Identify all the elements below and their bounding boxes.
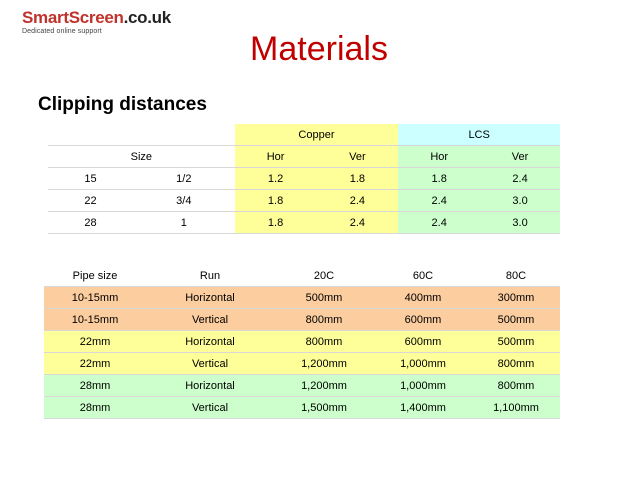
sub-header-row: Size Hor Ver Hor Ver [48, 145, 560, 168]
cell-size-mm: 22 [84, 194, 97, 207]
header-80c: 80C [472, 265, 560, 287]
cell-size-inch: 1/2 [176, 172, 192, 185]
cell-80c: 800mm [472, 352, 560, 375]
cell-20c: 500mm [274, 286, 374, 309]
cell-80c: 500mm [472, 330, 560, 353]
table-row: 28 1 1.8 2.4 2.4 3.0 [48, 211, 560, 234]
page-title: Materials [250, 30, 388, 68]
header-run: Run [146, 265, 274, 287]
cell-pipe-size: 10-15mm [44, 308, 146, 331]
group-header-lcs: LCS [398, 124, 560, 146]
table-row: 10-15mm Vertical 800mm 600mm 500mm [44, 308, 560, 331]
header-pipe-size: Pipe size [44, 265, 146, 287]
table-row: 22mm Horizontal 800mm 600mm 500mm [44, 330, 560, 353]
cell-60c: 1,000mm [374, 352, 472, 375]
cell-copper-hor: 1.8 [234, 189, 317, 212]
table-row: 28mm Vertical 1,500mm 1,400mm 1,100mm [44, 396, 560, 419]
cell-lcs-hor: 2.4 [398, 189, 481, 212]
table-row: 22mm Vertical 1,200mm 1,000mm 800mm [44, 352, 560, 375]
cell-run: Horizontal [146, 374, 274, 397]
cell-run: Vertical [146, 352, 274, 375]
cell-size-inch: 3/4 [176, 194, 192, 207]
cell-60c: 600mm [374, 330, 472, 353]
cell-lcs-ver: 2.4 [480, 167, 560, 190]
blank-header-cell [48, 124, 235, 146]
clipping-distances-table: Copper LCS Size Hor Ver Hor Ver 15 1/2 1… [48, 124, 560, 234]
group-header-row: Copper LCS [48, 124, 560, 146]
cell-size-mm: 15 [84, 172, 97, 185]
cell-pipe-size: 22mm [44, 330, 146, 353]
header-copper-ver: Ver [316, 145, 399, 168]
table-row: 22 3/4 1.8 2.4 2.4 3.0 [48, 189, 560, 212]
cell-run: Horizontal [146, 330, 274, 353]
table-header-row: Pipe size Run 20C 60C 80C [44, 265, 560, 287]
cell-copper-ver: 2.4 [316, 211, 399, 234]
cell-run: Vertical [146, 308, 274, 331]
logo-wordmark: SmartScreen.co.uk [22, 8, 171, 28]
cell-20c: 1,200mm [274, 352, 374, 375]
cell-size-inch: 1 [180, 216, 187, 229]
cell-pipe-size: 10-15mm [44, 286, 146, 309]
group-header-copper: Copper [234, 124, 399, 146]
cell-copper-ver: 2.4 [316, 189, 399, 212]
cell-run: Vertical [146, 396, 274, 419]
header-size: Size [130, 150, 153, 163]
cell-80c: 300mm [472, 286, 560, 309]
header-20c: 20C [274, 265, 374, 287]
cell-60c: 600mm [374, 308, 472, 331]
cell-lcs-ver: 3.0 [480, 189, 560, 212]
cell-pipe-size: 28mm [44, 396, 146, 419]
logo-tagline: Dedicated online support [22, 28, 102, 35]
cell-copper-ver: 1.8 [316, 167, 399, 190]
cell-60c: 1,400mm [374, 396, 472, 419]
cell-copper-hor: 1.2 [234, 167, 317, 190]
cell-lcs-hor: 2.4 [398, 211, 481, 234]
cell-80c: 1,100mm [472, 396, 560, 419]
cell-20c: 1,200mm [274, 374, 374, 397]
section-subtitle: Clipping distances [38, 94, 207, 115]
cell-copper-hor: 1.8 [234, 211, 317, 234]
table-row: 15 1/2 1.2 1.8 1.8 2.4 [48, 167, 560, 190]
header-lcs-hor: Hor [398, 145, 481, 168]
header-lcs-ver: Ver [480, 145, 560, 168]
cell-20c: 800mm [274, 308, 374, 331]
cell-20c: 800mm [274, 330, 374, 353]
table-row: 10-15mm Horizontal 500mm 400mm 300mm [44, 286, 560, 309]
cell-size-mm: 28 [84, 216, 97, 229]
cell-80c: 500mm [472, 308, 560, 331]
logo-part-screen: Screen [68, 8, 124, 27]
cell-pipe-size: 28mm [44, 374, 146, 397]
cell-60c: 1,000mm [374, 374, 472, 397]
header-copper-hor: Hor [234, 145, 317, 168]
brand-logo: SmartScreen.co.uk Dedicated online suppo… [22, 8, 171, 35]
cell-60c: 400mm [374, 286, 472, 309]
cell-80c: 800mm [472, 374, 560, 397]
header-60c: 60C [374, 265, 472, 287]
logo-part-domain: .co.uk [123, 8, 172, 27]
logo-part-smart: Smart [22, 8, 69, 27]
cell-lcs-hor: 1.8 [398, 167, 481, 190]
table-row: 28mm Horizontal 1,200mm 1,000mm 800mm [44, 374, 560, 397]
cell-20c: 1,500mm [274, 396, 374, 419]
cell-run: Horizontal [146, 286, 274, 309]
cell-pipe-size: 22mm [44, 352, 146, 375]
pipe-run-temperature-table: Pipe size Run 20C 60C 80C 10-15mm Horizo… [44, 265, 560, 419]
cell-lcs-ver: 3.0 [480, 211, 560, 234]
